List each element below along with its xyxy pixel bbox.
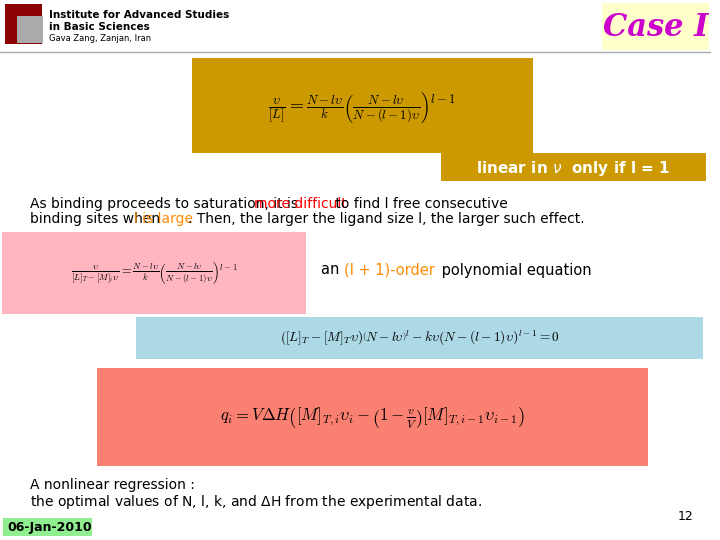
Text: . Then, the larger the ligand size l, the larger such effect.: . Then, the larger the ligand size l, th… [189,212,585,226]
Text: linear in $\nu$  only if l = 1: linear in $\nu$ only if l = 1 [477,159,671,178]
Text: 12: 12 [678,510,694,523]
Text: an: an [321,262,344,278]
Text: As binding proceeds to saturation, it is: As binding proceeds to saturation, it is [30,197,302,211]
Text: in Basic Sciences: in Basic Sciences [50,22,150,32]
Text: l is large: l is large [134,212,193,226]
Text: Case I: Case I [603,12,708,44]
Text: 06-Jan-2010: 06-Jan-2010 [7,521,91,534]
Bar [2,232,306,314]
Bar [441,153,706,181]
Text: $\frac{\upsilon}{[L]_T - [M]_i\upsilon} = \frac{N - l\upsilon}{k} \left( \frac{N: $\frac{\upsilon}{[L]_T - [M]_i\upsilon} … [71,260,238,287]
Text: Gava Zang, Zanjan, Iran: Gava Zang, Zanjan, Iran [50,34,151,43]
Bar [136,317,703,359]
Bar [96,368,647,466]
Text: binding sites when: binding sites when [30,212,164,226]
Text: $\left([L]_T - [M]_T \upsilon\right)\left(N - l\upsilon\right)^l - k\upsilon\lef: $\left([L]_T - [M]_T \upsilon\right)\lef… [279,328,559,348]
Bar [17,16,43,43]
Text: more difficult: more difficult [254,197,347,211]
Text: $\frac{\upsilon}{[L]} = \frac{N - l\upsilon}{k} \left( \frac{N - l\upsilon}{N - : $\frac{\upsilon}{[L]} = \frac{N - l\upsi… [269,89,456,125]
Bar [602,3,708,50]
Text: to find l free consecutive: to find l free consecutive [331,197,508,211]
Text: the optimal values of N, l, k, and $\Delta$H from the experimental data.: the optimal values of N, l, k, and $\Del… [30,493,482,511]
Bar [3,518,92,536]
Text: Institute for Advanced Studies: Institute for Advanced Studies [50,10,230,20]
Bar [192,58,533,153]
Text: polynomial equation: polynomial equation [437,262,592,278]
Text: (l + 1)-order: (l + 1)-order [343,262,434,278]
Text: $q_i = V\Delta H \left( [M]_{T,i}\upsilon_i - \left(1 - \frac{v}{V}\right)[M]_{T: $q_i = V\Delta H \left( [M]_{T,i}\upsilo… [220,406,525,430]
Bar [5,4,42,44]
Text: A nonlinear regression :: A nonlinear regression : [30,478,194,492]
